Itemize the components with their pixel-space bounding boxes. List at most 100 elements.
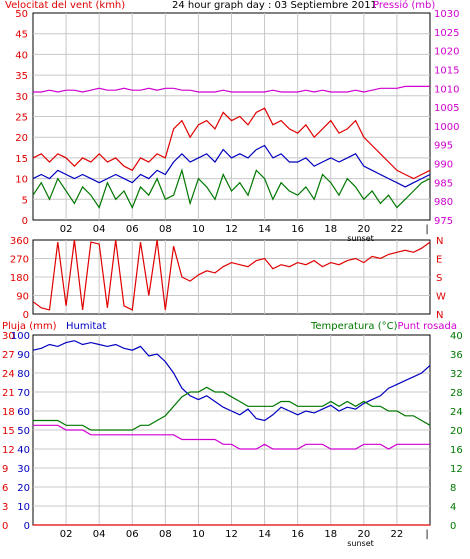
pressure-tick-label: 1010 — [434, 84, 459, 95]
temperature-tick-label: 40 — [450, 331, 463, 342]
rain-tick-label: 0 — [2, 521, 8, 532]
x-tick-label: 12 — [225, 224, 238, 235]
x-tick-label: 06 — [126, 529, 139, 540]
x-tick-label: 14 — [258, 224, 271, 235]
wind-tick-label: 45 — [15, 30, 28, 41]
x-tick-label: 18 — [324, 224, 337, 235]
rain-tick-label: 30 — [2, 331, 15, 342]
direction-tick-label: 180 — [10, 273, 29, 284]
pressure-tick-label: 1005 — [434, 103, 459, 114]
wind-tick-label: 50 — [15, 9, 28, 20]
humidity-tick-label: 60 — [17, 407, 30, 418]
x-tick-label: 12 — [225, 529, 238, 540]
humidity-tick-label: 10 — [17, 502, 30, 513]
pressure-axis-label: Pressió (mb) — [373, 0, 436, 11]
direction-series — [32, 239, 431, 311]
direction-tick-label: 90 — [16, 292, 29, 303]
humidity-tick-label: 0 — [24, 521, 30, 532]
rain-tick-label: 3 — [2, 502, 8, 513]
x-tick-label: 06 — [126, 224, 139, 235]
direction-tick-label: 270 — [10, 255, 29, 266]
temperature-tick-label: 0 — [450, 521, 456, 532]
pressure-tick-label: 990 — [434, 160, 453, 171]
x-tick-label: 04 — [93, 529, 106, 540]
wind-tick-label: 0 — [22, 216, 28, 227]
rain-tick-label: 27 — [2, 350, 15, 361]
wind-tick-label: 10 — [15, 175, 28, 186]
chart-title: 24 hour graph day : 03 Septiembre 2011 — [172, 0, 377, 11]
x-tick-label: 20 — [357, 529, 370, 540]
compass-tick-label: W — [436, 292, 446, 303]
humidity-tick-label: 80 — [17, 369, 30, 380]
x-tick-label: 08 — [159, 224, 172, 235]
pressure-tick-label: 1015 — [434, 65, 459, 76]
x-tick-label: 10 — [192, 224, 205, 235]
temperature-tick-label: 4 — [450, 502, 456, 513]
temperature-tick-label: 16 — [450, 445, 463, 456]
humidity-axis-label: Humitat — [66, 321, 107, 332]
sunset-label: sunset — [347, 539, 374, 548]
x-tick-label: 22 — [391, 224, 404, 235]
x-tick-label: 04 — [93, 224, 106, 235]
x-tick-label: 10 — [192, 529, 205, 540]
temperature-tick-label: 24 — [450, 407, 463, 418]
humidity-tick-label: 90 — [17, 350, 30, 361]
wind-series-green — [32, 168, 431, 210]
x-tick-label: 18 — [324, 529, 337, 540]
compass-tick-label: E — [436, 255, 442, 266]
wind-tick-label: 30 — [15, 92, 28, 103]
pressure-tick-label: 1025 — [434, 28, 459, 39]
wind-tick-label: 35 — [15, 71, 28, 82]
wind-tick-label: 5 — [22, 195, 28, 206]
temperature-tick-label: 8 — [450, 483, 456, 494]
pressure-tick-label: 980 — [434, 197, 453, 208]
series-temperature-green — [33, 386, 431, 431]
x-tick-label: 22 — [391, 529, 404, 540]
temperature-tick-label: 36 — [450, 350, 463, 361]
x-tick-label: 02 — [60, 529, 73, 540]
x-tick-label: 02 — [60, 224, 73, 235]
humidity-tick-label: 50 — [17, 426, 30, 437]
humidity-tick-label: 20 — [17, 483, 30, 494]
rain-tick-label: 6 — [2, 483, 8, 494]
x-tick-label: | — [425, 224, 428, 235]
humidity-tick-label: 30 — [17, 464, 30, 475]
compass-tick-label: N — [436, 310, 443, 321]
wind-tick-label: 25 — [15, 113, 28, 124]
compass-tick-label: N — [436, 236, 443, 247]
rain-tick-label: 18 — [2, 407, 15, 418]
pressure-tick-label: 1030 — [434, 9, 459, 20]
wind-tick-label: 40 — [15, 50, 28, 61]
pressure-tick-label: 995 — [434, 141, 453, 152]
rain-tick-label: 9 — [2, 464, 8, 475]
x-tick-label: 14 — [258, 529, 271, 540]
wind-axis-label: Velocitat del vent (kmh) — [5, 0, 126, 11]
wind-tick-label: 15 — [15, 154, 28, 165]
direction-tick-label: 360 — [10, 236, 29, 247]
x-tick-label: 08 — [159, 529, 172, 540]
dewpoint-axis-label: Punt rosada — [397, 321, 457, 332]
humidity-tick-label: 70 — [17, 388, 30, 399]
pressure-tick-label: 1000 — [434, 122, 459, 133]
compass-tick-label: S — [436, 273, 442, 284]
rain-tick-label: 21 — [2, 388, 15, 399]
direction-tick-label: 0 — [23, 310, 29, 321]
wind-series-magenta — [33, 85, 430, 93]
rain-tick-label: 12 — [2, 445, 15, 456]
pressure-tick-label: 985 — [434, 178, 453, 189]
humidity-tick-label: 100 — [11, 331, 30, 342]
temperature-tick-label: 20 — [450, 426, 463, 437]
humidity-tick-label: 40 — [17, 445, 30, 456]
pressure-tick-label: 1020 — [434, 47, 459, 58]
temperature-tick-label: 28 — [450, 388, 463, 399]
x-tick-label: 16 — [291, 224, 304, 235]
wind-series-red — [32, 107, 431, 180]
series-humidity-blue — [32, 340, 431, 422]
temperature-axis-label: Temperatura (°C) — [311, 321, 398, 332]
pressure-tick-label: 975 — [434, 216, 453, 227]
x-tick-label: 16 — [291, 529, 304, 540]
rain-axis-label: Pluja (mm) — [2, 321, 57, 332]
temperature-tick-label: 12 — [450, 464, 463, 475]
wind-tick-label: 20 — [15, 133, 28, 144]
